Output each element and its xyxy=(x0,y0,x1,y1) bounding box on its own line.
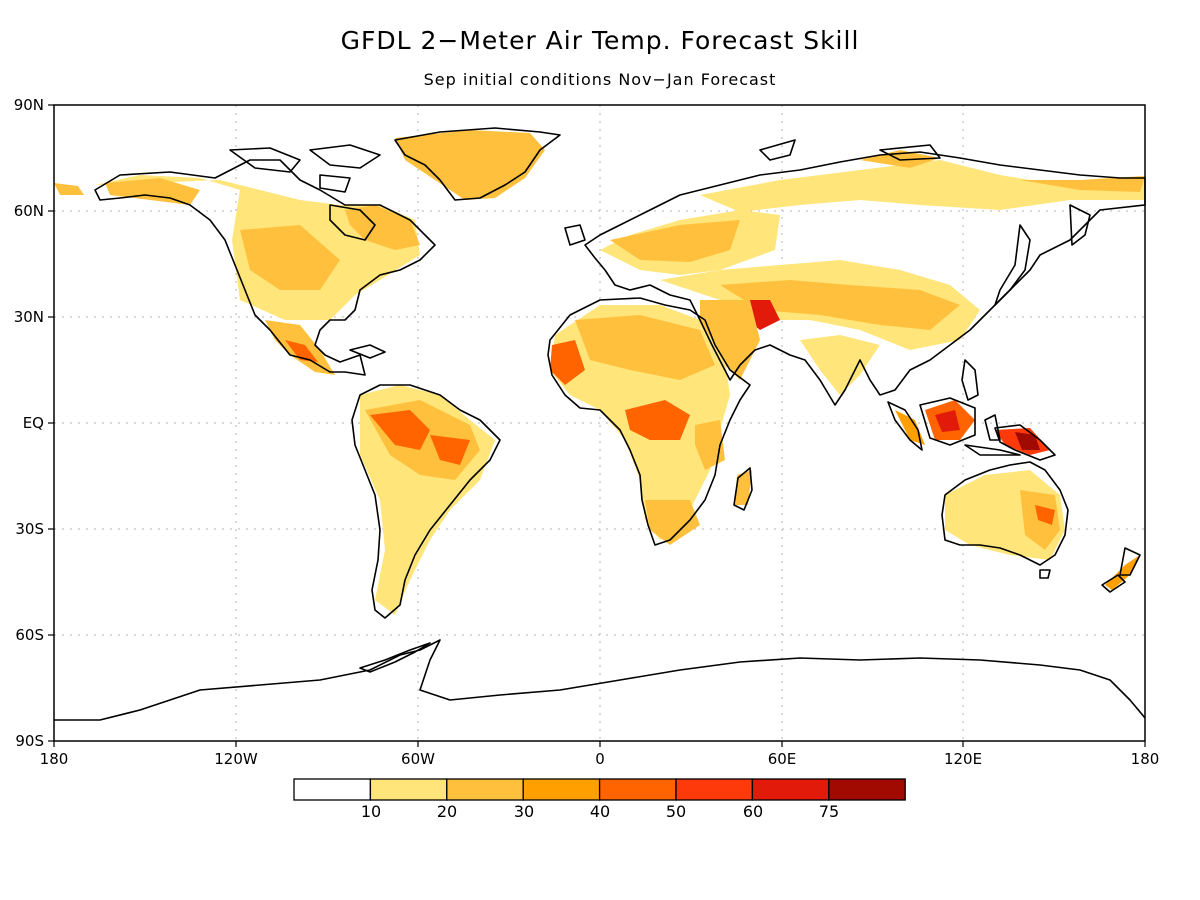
shade-congo xyxy=(625,400,690,440)
coast-hudson-bay xyxy=(329,204,376,241)
colorbar-swatch xyxy=(369,778,448,801)
colorbar-label: 60 xyxy=(742,802,764,821)
coast-arctic-islands xyxy=(229,144,381,193)
shade-ne-siberia xyxy=(1020,176,1145,192)
shade-madagascar xyxy=(735,470,752,505)
x-tick-label: 180 xyxy=(39,750,69,768)
coast-indonesia xyxy=(887,397,1021,456)
colorbar-swatch xyxy=(675,778,754,801)
shade-taimyr xyxy=(860,150,940,168)
x-tick-label: 120W xyxy=(214,750,258,768)
shade-alaska-west xyxy=(54,183,84,195)
y-tick-label: 60N xyxy=(13,202,44,220)
coast-europe-asia xyxy=(584,151,1146,406)
skill-shading xyxy=(54,130,1145,615)
coast-antarctic-peninsula xyxy=(359,642,431,673)
x-tick-label: 120E xyxy=(943,750,983,768)
shade-mexico-hot xyxy=(285,340,318,362)
shade-na-central xyxy=(240,225,340,290)
shade-sahara xyxy=(575,315,715,380)
colorbar-swatch xyxy=(293,778,372,801)
coast-south-america xyxy=(351,384,501,619)
y-tick-label: 60S xyxy=(15,626,44,644)
shade-amazon-hot xyxy=(370,410,430,450)
colorbar-label: 75 xyxy=(818,802,840,821)
shade-s-africa xyxy=(645,500,700,545)
coast-africa xyxy=(547,297,751,546)
colorbar-label: 10 xyxy=(360,802,382,821)
x-tick-label: 60W xyxy=(401,750,435,768)
shade-new-zealand xyxy=(1105,555,1140,590)
shade-australia-hot xyxy=(1035,505,1055,525)
coast-australia xyxy=(941,461,1069,566)
shade-siberia xyxy=(700,160,1145,212)
y-tick-label: 30N xyxy=(13,308,44,326)
coast-north-america xyxy=(94,159,436,376)
coast-kamchatka xyxy=(1069,204,1091,246)
x-tick-label: 0 xyxy=(595,750,605,768)
shade-borneo-hot xyxy=(935,410,960,432)
coast-new-zealand xyxy=(1101,547,1141,593)
coast-novaya-zemlya xyxy=(759,139,796,161)
coast-caribbean xyxy=(349,344,386,359)
x-tick-label: 60E xyxy=(767,750,797,768)
colorbar xyxy=(293,778,906,801)
colorbar-swatch xyxy=(751,778,830,801)
shade-india xyxy=(800,335,880,395)
shade-asia-band xyxy=(720,280,960,330)
colorbar-label: 40 xyxy=(589,802,611,821)
coast-philippines xyxy=(961,359,979,401)
y-tick-label: EQ xyxy=(22,414,44,432)
coast-japan xyxy=(994,224,1031,306)
y-tick-label: 90N xyxy=(13,96,44,114)
shade-sumatra xyxy=(895,410,925,445)
coast-greenland xyxy=(394,127,561,201)
colorbar-swatch xyxy=(598,778,677,801)
coastlines xyxy=(54,127,1146,721)
map-title: GFDL 2−Meter Air Temp. Forecast Skill xyxy=(340,26,860,55)
colorbar-swatch xyxy=(828,778,906,801)
map-subtitle: Sep initial conditions Nov−Jan Forecast xyxy=(423,70,777,89)
colorbar-swatch xyxy=(446,778,524,801)
colorbar-swatch xyxy=(522,778,601,801)
coast-antarctica xyxy=(54,639,1146,721)
x-tick-label: 180 xyxy=(1130,750,1160,768)
shade-new-guinea-core xyxy=(1015,432,1040,450)
colorbar-label: 30 xyxy=(513,802,535,821)
shade-europe-mid xyxy=(610,220,740,262)
y-tick-label: 30S xyxy=(15,520,44,538)
y-tick-label: 90S xyxy=(15,732,44,750)
shade-sa-east xyxy=(430,435,470,465)
shade-na-mid xyxy=(105,178,200,205)
colorbar-label: 50 xyxy=(665,802,687,821)
coast-severnaya xyxy=(879,144,941,161)
axis-ticks xyxy=(48,104,1146,747)
coast-madagascar xyxy=(733,467,753,511)
shade-w-africa xyxy=(550,340,585,385)
coast-tasmania xyxy=(1039,569,1051,579)
coast-new-guinea xyxy=(994,424,1056,461)
colorbar-label: 20 xyxy=(436,802,458,821)
coast-iceland xyxy=(564,224,586,246)
